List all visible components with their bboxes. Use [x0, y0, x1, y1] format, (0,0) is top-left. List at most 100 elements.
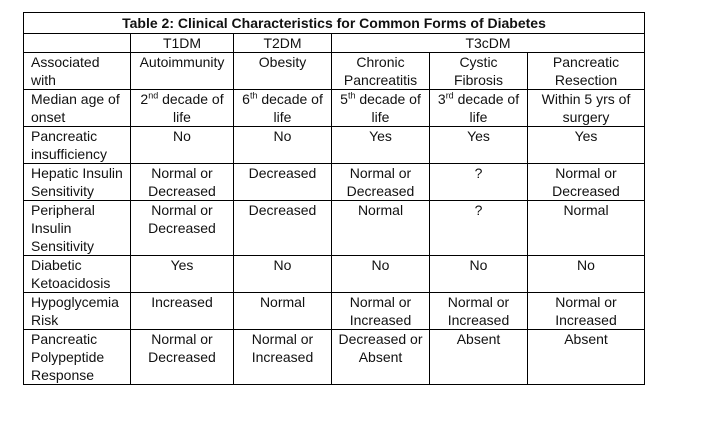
- cell-text: life: [469, 109, 488, 125]
- table-cell: Normal or Increased: [233, 329, 332, 385]
- row-label: Pancreatic insufficiency: [23, 126, 131, 164]
- table-cell: No: [233, 255, 332, 293]
- cell-text: Increased: [349, 312, 412, 328]
- cell-text: Normal: [357, 202, 404, 218]
- cell-text: No: [371, 257, 390, 273]
- table-cell: 6th decade of life: [233, 89, 332, 127]
- table-header-row: T1DM T2DM T3cDM: [23, 33, 645, 53]
- cell-text: Normal or: [151, 165, 213, 181]
- table-cell: No: [233, 126, 332, 164]
- table-cell: Increased: [130, 292, 234, 330]
- ordinal-suffix: nd: [148, 90, 159, 101]
- row-label: Associated with: [23, 52, 131, 90]
- table-cell: 5th decade of life: [331, 89, 430, 127]
- cell-text: Decreased: [148, 220, 216, 236]
- cell-text: Normal or: [555, 165, 617, 181]
- table-cell: Normal or Increased: [331, 292, 430, 330]
- table-cell: Normal: [233, 292, 332, 330]
- table-cell: Decreased or Absent: [331, 329, 430, 385]
- header-t1dm: T1DM: [130, 33, 234, 53]
- cell-text: Resection: [554, 72, 618, 88]
- row-label: Pancreatic Polypeptide Response: [23, 329, 131, 385]
- table-cell: Normal or Decreased: [130, 200, 234, 256]
- table-cell: Normal or Decreased: [130, 163, 234, 201]
- table-row: Pancreatic Polypeptide Response Normal or De…: [23, 329, 645, 385]
- cell-text: life: [371, 109, 390, 125]
- table-cell: Autoimmunity: [130, 52, 234, 90]
- table-cell: ?: [429, 163, 528, 201]
- cell-text: Decreased: [248, 202, 317, 218]
- row-label-line: Associated with: [31, 54, 100, 88]
- cell-text: Absent: [564, 331, 608, 347]
- table-cell: Normal or Increased: [429, 292, 528, 330]
- table-title: Table 2: Clinical Characteristics for Co…: [23, 12, 645, 34]
- table-cell: Normal: [527, 200, 645, 256]
- table-cell: Yes: [331, 126, 430, 164]
- cell-text: Decreased or: [338, 331, 423, 347]
- table-row: Associated with Autoimmunity Obesity Chroni…: [23, 52, 645, 90]
- header-t3cdm: T3cDM: [331, 33, 645, 53]
- table-cell: No: [429, 255, 528, 293]
- cell-text: decade of: [453, 91, 520, 107]
- table-cell: No: [331, 255, 430, 293]
- cell-text: decade of: [158, 91, 224, 107]
- cell-text: Yes: [467, 128, 490, 144]
- cell-text: Absent: [456, 331, 501, 347]
- table-cell: No: [527, 255, 645, 293]
- cell-text: Normal or: [447, 294, 510, 310]
- cell-text: Normal or: [349, 165, 412, 181]
- cell-ordinal-number: 2: [140, 91, 149, 107]
- cell-text: Decreased: [552, 183, 620, 199]
- cell-text: decade of: [257, 91, 323, 107]
- ordinal-suffix: th: [249, 90, 258, 101]
- table-container: Table 2: Clinical Characteristics for Co…: [23, 12, 645, 385]
- table-cell: Normal or Increased: [527, 292, 645, 330]
- cell-text: No: [469, 257, 488, 273]
- table-cell: Chronic Pancreatitis: [331, 52, 430, 90]
- row-label-line: Pancreatic: [31, 128, 98, 144]
- row-label-line: Hepatic Insulin: [31, 165, 123, 181]
- cell-text: Normal or: [555, 294, 617, 310]
- table-cell: No: [130, 126, 234, 164]
- row-label-line: onset: [31, 109, 66, 125]
- cell-text: Yes: [369, 128, 392, 144]
- table-cell: Normal or Decreased: [331, 163, 430, 201]
- diabetes-characteristics-table: Table 2: Clinical Characteristics for Co…: [23, 12, 645, 385]
- cell-text: ?: [474, 165, 483, 181]
- cell-text: decade of: [355, 91, 421, 107]
- cell-text: No: [273, 257, 292, 273]
- cell-text: Pancreatic: [552, 54, 620, 70]
- row-label-line: Hypoglycemia: [31, 294, 119, 310]
- table-cell: Normal or Decreased: [130, 329, 234, 385]
- cell-text: life: [273, 109, 292, 125]
- cell-text: No: [577, 257, 595, 273]
- cell-text: Cystic: [459, 54, 498, 70]
- cell-text: Pancreatitis: [343, 72, 418, 88]
- ordinal-suffix: th: [347, 90, 356, 101]
- row-label-line: Sensitivity: [31, 183, 95, 199]
- row-label: Median age of onset: [23, 89, 131, 127]
- table-cell: Decreased: [233, 200, 332, 256]
- cell-text: Chronic: [356, 54, 405, 70]
- row-label-line: Insulin: [31, 220, 72, 236]
- row-label-line: insufficiency: [31, 146, 108, 162]
- row-label-line: Diabetic: [31, 257, 82, 273]
- cell-text: Yes: [574, 128, 598, 144]
- table-cell: Normal: [331, 200, 430, 256]
- table-cell: Yes: [527, 126, 645, 164]
- cell-text: Decreased: [248, 165, 317, 181]
- table-row: Diabetic Ketoacidosis Yes No No No No: [23, 255, 645, 293]
- cell-text: Decreased: [346, 183, 415, 199]
- table-cell: Yes: [130, 255, 234, 293]
- cell-text: life: [173, 109, 191, 125]
- cell-text: Normal: [563, 202, 609, 218]
- table-cell: Cystic Fibrosis: [429, 52, 528, 90]
- table-cell: Pancreatic Resection: [527, 52, 645, 90]
- cell-text: Within 5 yrs of: [541, 91, 631, 107]
- table-cell: Normal or Decreased: [527, 163, 645, 201]
- table-row: Median age of onset 2nd decade of life 6th d…: [23, 89, 645, 127]
- header-t2dm: T2DM: [233, 33, 332, 53]
- table-cell: 2nd decade of life: [130, 89, 234, 127]
- table-cell: Absent: [429, 329, 528, 385]
- cell-text: No: [173, 128, 191, 144]
